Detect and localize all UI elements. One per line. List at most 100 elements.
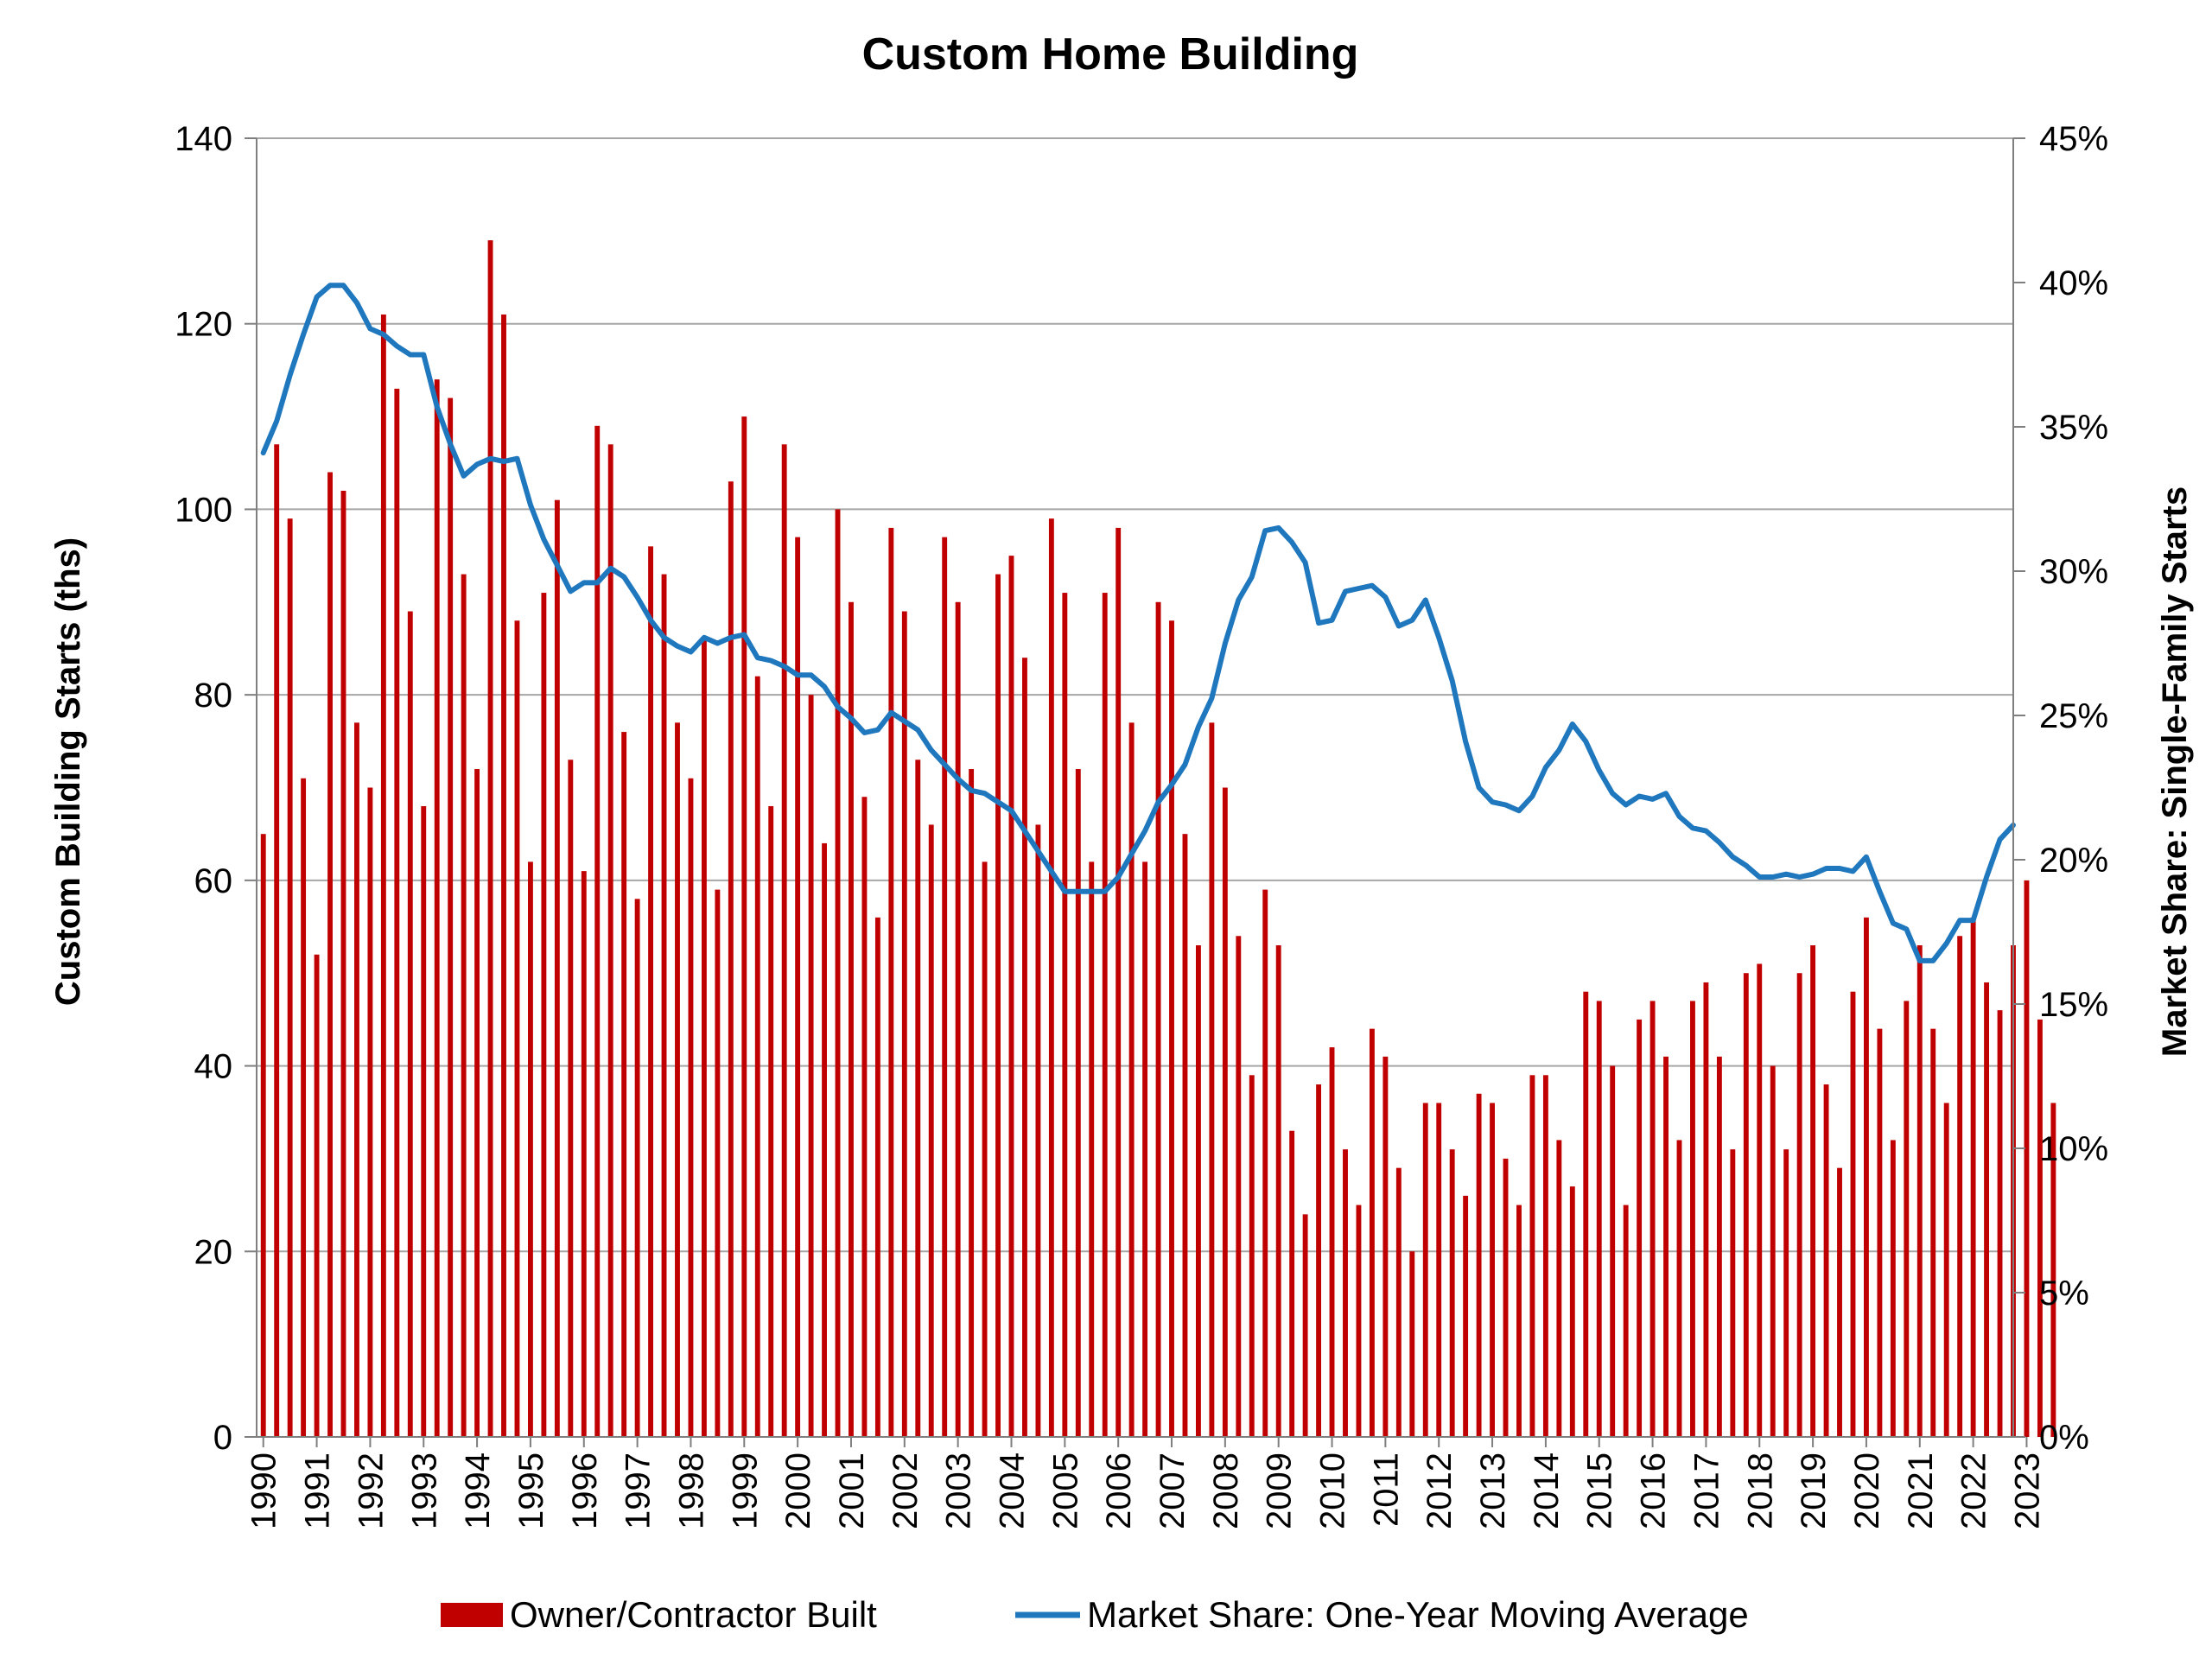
market-share-line bbox=[260, 283, 2016, 963]
x-tick-label: 1991 bbox=[299, 1452, 337, 1529]
bar bbox=[1169, 620, 1174, 1437]
bar bbox=[380, 314, 386, 1438]
bar bbox=[568, 760, 574, 1437]
axes: 0 20 40 60 80 100 120 140 0% 5% 10% 15% 20% 25% 30% 35%… bbox=[175, 120, 2108, 1529]
x-tick-label: 1994 bbox=[459, 1452, 497, 1529]
bar bbox=[1542, 1075, 1548, 1437]
x-tick-label: 2004 bbox=[994, 1452, 1032, 1529]
legend-label-line: Market Share: One-Year Moving Average bbox=[1087, 1594, 1749, 1635]
bar bbox=[1529, 1075, 1535, 1437]
bar bbox=[1556, 1140, 1562, 1437]
bar bbox=[541, 593, 547, 1437]
right-tick-label: 20% bbox=[2039, 842, 2108, 880]
x-tick-label: 1997 bbox=[620, 1452, 658, 1529]
bar bbox=[1503, 1158, 1509, 1437]
bar bbox=[1676, 1140, 1682, 1437]
left-tick-label: 120 bbox=[175, 306, 232, 344]
bar bbox=[607, 444, 613, 1437]
bar bbox=[1155, 601, 1161, 1437]
bar bbox=[1730, 1149, 1736, 1437]
bar bbox=[527, 861, 533, 1437]
x-tick-label: 2017 bbox=[1688, 1452, 1726, 1529]
bar bbox=[1770, 1065, 1776, 1437]
x-tick-label: 2020 bbox=[1848, 1452, 1886, 1529]
bar bbox=[1062, 593, 1068, 1437]
bar bbox=[2024, 880, 2030, 1437]
bar bbox=[1637, 1019, 1643, 1437]
x-tick-label: 2014 bbox=[1528, 1452, 1566, 1529]
bar bbox=[888, 527, 894, 1437]
right-tick-label: 0% bbox=[2039, 1419, 2089, 1457]
right-axis-label: Market Share: Single-Family Starts bbox=[2156, 486, 2194, 1057]
bar bbox=[849, 601, 854, 1437]
bar bbox=[1649, 1001, 1656, 1437]
x-tick-label: 2006 bbox=[1100, 1452, 1138, 1529]
bar bbox=[768, 805, 774, 1437]
bar bbox=[1583, 991, 1589, 1437]
bar bbox=[448, 397, 454, 1438]
bar bbox=[728, 481, 734, 1437]
bar bbox=[514, 620, 520, 1437]
bar bbox=[1302, 1214, 1308, 1437]
bar bbox=[1796, 973, 1802, 1437]
bar bbox=[1395, 1167, 1402, 1437]
bar bbox=[1048, 518, 1054, 1437]
bar bbox=[648, 546, 654, 1438]
bar bbox=[461, 574, 467, 1437]
bar bbox=[835, 509, 841, 1437]
bar bbox=[314, 954, 320, 1437]
bar bbox=[942, 537, 948, 1437]
bar bbox=[1864, 917, 1869, 1437]
bar bbox=[301, 778, 307, 1437]
bar bbox=[421, 805, 427, 1437]
bar bbox=[995, 574, 1001, 1437]
left-tick-label: 0 bbox=[213, 1419, 232, 1457]
x-tick-label: 1998 bbox=[673, 1452, 711, 1529]
bar bbox=[1984, 982, 1990, 1437]
bar bbox=[1596, 1001, 1602, 1437]
bar bbox=[434, 379, 440, 1438]
x-tick-label: 1990 bbox=[245, 1452, 283, 1529]
left-tick-label: 80 bbox=[194, 677, 233, 715]
bar bbox=[795, 537, 801, 1437]
bar bbox=[1249, 1075, 1255, 1437]
x-tick-label: 1995 bbox=[512, 1452, 550, 1529]
bar bbox=[982, 861, 988, 1437]
bar bbox=[1837, 1167, 1842, 1437]
bar bbox=[1316, 1084, 1322, 1437]
bar bbox=[1182, 834, 1188, 1437]
right-tick-label: 10% bbox=[2039, 1130, 2108, 1168]
bar bbox=[1904, 1001, 1910, 1437]
x-tick-label: 2022 bbox=[1955, 1452, 1993, 1529]
bar bbox=[1422, 1103, 1428, 1437]
bar bbox=[287, 518, 293, 1437]
x-tick-label: 2009 bbox=[1261, 1452, 1299, 1529]
x-tick-label: 2008 bbox=[1207, 1452, 1245, 1529]
bar bbox=[621, 732, 627, 1437]
bar bbox=[2050, 1103, 2056, 1437]
bar bbox=[1369, 1028, 1375, 1437]
x-tick-label: 2003 bbox=[940, 1452, 978, 1529]
bar bbox=[1236, 936, 1242, 1437]
bar bbox=[822, 842, 827, 1437]
right-tick-label: 35% bbox=[2039, 409, 2108, 447]
bar bbox=[1516, 1205, 1522, 1437]
bar bbox=[1116, 527, 1122, 1437]
bar bbox=[1436, 1103, 1442, 1437]
bar bbox=[581, 871, 587, 1437]
bar bbox=[594, 425, 601, 1437]
bar bbox=[969, 769, 975, 1437]
x-tick-label: 2010 bbox=[1314, 1452, 1352, 1529]
bar bbox=[501, 314, 506, 1438]
bar bbox=[781, 444, 787, 1437]
right-tick-label: 5% bbox=[2039, 1274, 2089, 1313]
legend: Owner/Contractor Built Market Share: One… bbox=[441, 1594, 1749, 1635]
bar bbox=[367, 787, 373, 1437]
bar bbox=[487, 240, 493, 1437]
x-tick-label: 2023 bbox=[2009, 1452, 2047, 1529]
bar bbox=[2037, 1019, 2043, 1437]
bar bbox=[1275, 945, 1281, 1437]
x-tick-label: 2011 bbox=[1367, 1452, 1405, 1527]
